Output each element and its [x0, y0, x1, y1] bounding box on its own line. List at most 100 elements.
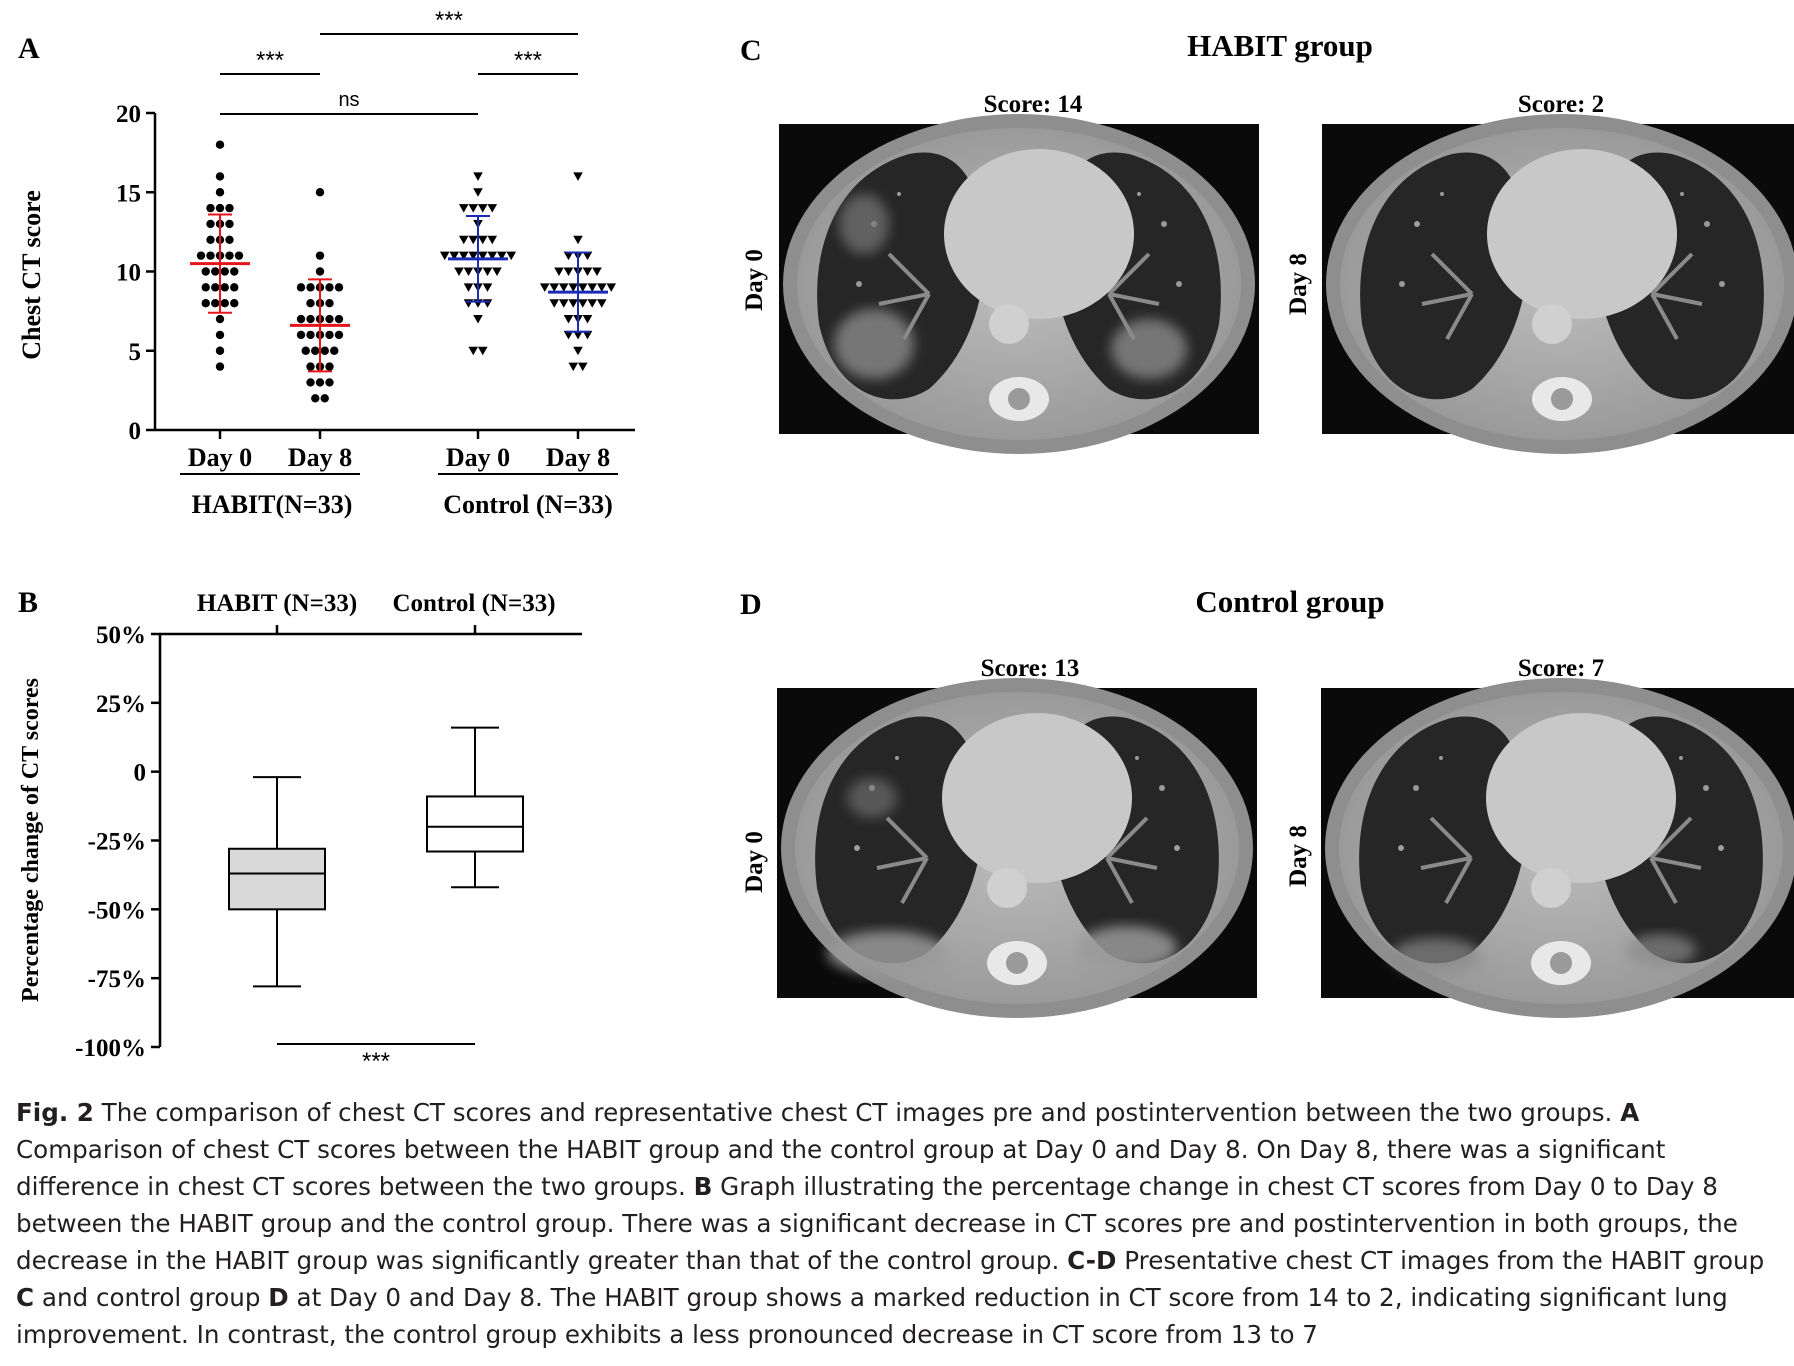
- data-point: [306, 362, 315, 371]
- data-point: [296, 314, 306, 324]
- data-point: [325, 299, 334, 308]
- data-point: [473, 315, 483, 324]
- data-point: [468, 251, 479, 261]
- panel-d-day-right: Day 8: [1285, 825, 1312, 887]
- data-point: [201, 267, 210, 276]
- data-point: [477, 346, 488, 356]
- data-point: [220, 283, 229, 292]
- data-point: [563, 267, 574, 276]
- y-tick-label: -50%: [88, 897, 146, 924]
- data-point: [225, 203, 234, 213]
- data-point: [330, 346, 339, 355]
- data-point: [201, 299, 210, 308]
- group-label-habit: HABIT(N=33): [192, 490, 353, 519]
- data-point: [463, 283, 474, 292]
- box: [228, 847, 326, 911]
- caption-ref-cd: C-D: [1067, 1246, 1117, 1275]
- data-point: [596, 299, 607, 308]
- data-point: [325, 330, 334, 340]
- data-point: [315, 251, 325, 260]
- data-point: [487, 204, 498, 213]
- data-point: [573, 330, 583, 340]
- panel-d-score-left: Score: 13: [981, 655, 1080, 682]
- data-point: [206, 203, 215, 213]
- x-tick-label: Day 8: [288, 443, 352, 472]
- y-tick-label: -100%: [75, 1035, 146, 1062]
- data-point: [449, 251, 460, 261]
- ct-image-control-day0: [775, 676, 1259, 1020]
- data-point: [230, 283, 239, 292]
- data-point: [558, 299, 569, 308]
- data-point: [477, 235, 488, 245]
- data-point: [306, 314, 315, 324]
- data-point: [296, 330, 306, 340]
- data-point: [311, 394, 320, 403]
- ct-image-control-day8: [1319, 676, 1794, 1020]
- data-point: [577, 362, 588, 372]
- data-point: [482, 299, 493, 308]
- data-point: [539, 283, 550, 292]
- panel-c-score-right: Score: 2: [1518, 91, 1604, 118]
- data-point: [215, 314, 225, 324]
- data-point: [582, 330, 593, 340]
- figure-caption: Fig. 2 The comparison of chest CT scores…: [16, 1094, 1778, 1353]
- data-point: [587, 283, 598, 292]
- data-point: [492, 267, 502, 276]
- data-point: [463, 267, 474, 276]
- data-point: [215, 140, 225, 149]
- data-point: [320, 346, 329, 355]
- group-label-control: Control (N=33): [443, 490, 613, 519]
- data-point: [573, 235, 583, 245]
- data-point: [196, 251, 206, 260]
- data-point: [458, 204, 469, 213]
- data-point: [463, 299, 474, 308]
- data-point: [577, 283, 588, 292]
- panel-c-title: HABIT group: [1187, 28, 1373, 63]
- data-point: [592, 267, 602, 276]
- data-point: [225, 235, 234, 244]
- panel-d-title: Control group: [1195, 584, 1384, 619]
- data-point: [325, 283, 334, 292]
- caption-text-6: at Day 0 and Day 8. The HABIT group show…: [16, 1283, 1728, 1349]
- panel-c-score-left: Score: 14: [984, 91, 1083, 118]
- data-point: [230, 299, 239, 308]
- data-point: [211, 267, 220, 276]
- data-point: [211, 283, 220, 292]
- ct-image-habit-day0: [777, 112, 1261, 456]
- data-point: [215, 330, 225, 340]
- data-point: [582, 315, 593, 324]
- data-point: [306, 299, 315, 308]
- data-point: [315, 188, 325, 197]
- y-tick-label: -75%: [88, 966, 146, 993]
- data-point: [315, 378, 325, 387]
- panel-c-letter: C: [740, 34, 762, 67]
- data-point: [477, 204, 488, 213]
- data-point: [606, 283, 617, 292]
- caption-text-3: Graph illustrating the percentage change…: [16, 1172, 1738, 1275]
- y-tick-label: 50%: [96, 622, 146, 649]
- x-tick-label: Control (N=33): [392, 590, 555, 617]
- data-point: [306, 283, 315, 292]
- data-point: [487, 235, 498, 245]
- data-point: [301, 346, 310, 355]
- data-point: [334, 314, 344, 324]
- data-point: [439, 251, 450, 261]
- data-point: [573, 346, 583, 356]
- data-point: [506, 251, 517, 261]
- data-point: [215, 346, 225, 355]
- panel-a-letter: A: [18, 32, 40, 65]
- y-tick-label: 10: [116, 260, 141, 287]
- y-axis-label: Percentage change of CT scores: [18, 678, 44, 1002]
- y-tick-label: 20: [116, 101, 141, 128]
- panel-c-day-left: Day 0: [741, 249, 768, 311]
- data-point: [549, 283, 560, 292]
- data-point: [296, 283, 306, 292]
- caption-text-1: The comparison of chest CT scores and re…: [93, 1098, 1621, 1127]
- data-point: [215, 203, 225, 213]
- data-point: [320, 394, 329, 403]
- data-point: [582, 251, 593, 261]
- significance-label: ***: [435, 7, 463, 34]
- data-point: [458, 251, 469, 261]
- data-point: [482, 283, 493, 292]
- x-tick-label: Day 0: [188, 443, 252, 472]
